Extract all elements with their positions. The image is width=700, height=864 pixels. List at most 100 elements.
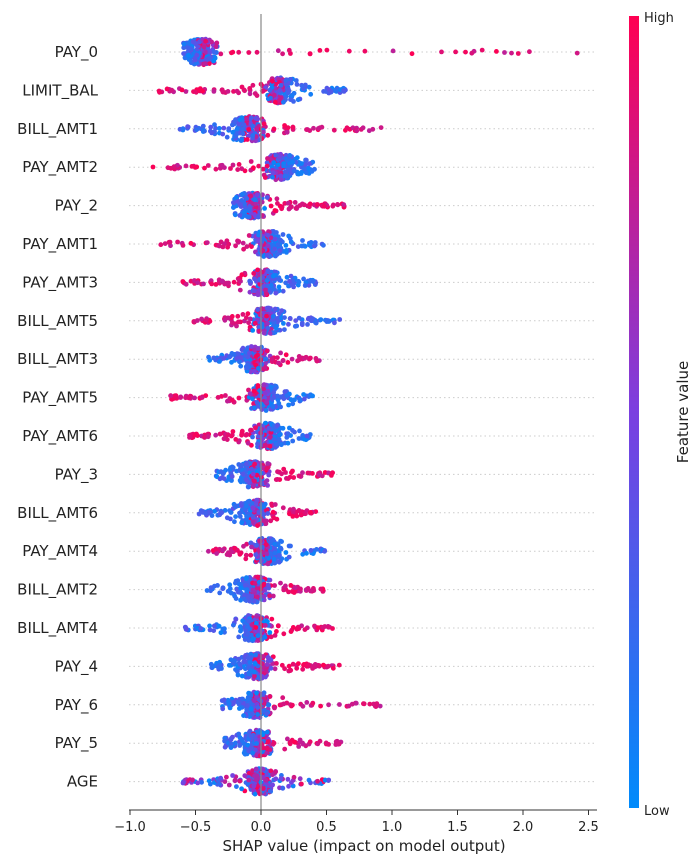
shap-point <box>294 626 300 632</box>
beeswarm-row <box>191 305 343 336</box>
shap-point <box>250 514 256 520</box>
shap-point <box>232 212 238 218</box>
shap-point <box>326 663 331 669</box>
shap-point <box>370 126 376 132</box>
shap-point <box>270 174 275 180</box>
shap-point <box>314 358 320 364</box>
shap-point <box>286 589 291 595</box>
shap-point <box>248 655 254 661</box>
shap-point <box>246 127 252 132</box>
shap-point <box>220 131 226 137</box>
shap-point <box>234 194 239 200</box>
shap-point <box>240 471 246 477</box>
shap-point <box>301 396 307 402</box>
shap-point <box>233 132 239 138</box>
shap-point <box>217 431 223 437</box>
shap-point <box>272 550 278 556</box>
shap-point <box>233 243 239 249</box>
shap-point <box>284 393 290 399</box>
shap-point <box>255 346 261 351</box>
colorbar-high-label: High <box>644 11 674 26</box>
shap-point <box>275 242 281 248</box>
shap-point <box>239 520 245 526</box>
shap-point <box>308 91 314 97</box>
shap-point <box>183 89 189 94</box>
shap-point <box>239 272 245 278</box>
shap-point <box>277 552 282 558</box>
shap-point <box>186 52 192 58</box>
shap-point <box>273 442 279 447</box>
shap-point <box>264 745 270 751</box>
shap-point <box>254 472 260 478</box>
shap-point <box>299 202 305 207</box>
beeswarm-row <box>206 536 327 567</box>
shap-point <box>251 288 257 294</box>
shap-point <box>255 574 261 580</box>
shap-point <box>275 355 280 360</box>
shap-point <box>281 701 287 707</box>
feature-label: BILL_AMT6 <box>17 504 98 523</box>
shap-point <box>248 668 254 674</box>
shap-point <box>284 274 290 280</box>
shap-point <box>266 229 271 235</box>
shap-point <box>304 127 309 132</box>
shap-point <box>264 662 270 667</box>
shap-point <box>223 393 228 398</box>
shap-point <box>291 475 297 480</box>
shap-point <box>198 626 204 631</box>
shap-point <box>208 124 214 130</box>
shap-point <box>260 166 266 172</box>
shap-point <box>253 201 258 207</box>
shap-point <box>234 88 240 94</box>
shap-point <box>254 542 259 548</box>
shap-point <box>288 273 294 279</box>
shap-point <box>263 750 269 756</box>
shap-point <box>285 736 290 742</box>
shap-point <box>315 625 321 631</box>
shap-point <box>247 206 253 212</box>
shap-point <box>290 702 295 708</box>
shap-point <box>341 202 347 208</box>
shap-point <box>303 162 308 168</box>
shap-point <box>232 546 238 551</box>
shap-point <box>194 164 200 170</box>
beeswarm-row <box>231 190 347 221</box>
shap-point <box>230 320 235 325</box>
shap-point <box>247 316 253 322</box>
shap-point <box>236 277 242 283</box>
x-tick-label: 2.5 <box>578 820 599 835</box>
shap-point <box>276 360 281 366</box>
shap-point <box>194 52 200 58</box>
shap-point <box>254 93 260 98</box>
shap-point <box>270 404 276 410</box>
shap-point <box>252 581 258 586</box>
shap-point <box>252 212 257 217</box>
shap-point <box>279 539 284 544</box>
shap-point <box>267 307 272 313</box>
x-tick-label: 0.0 <box>251 820 272 835</box>
shap-point <box>296 279 302 285</box>
shap-point <box>248 706 254 712</box>
shap-point <box>346 48 352 54</box>
shap-point <box>279 662 285 668</box>
shap-point <box>204 240 210 246</box>
shap-point <box>285 125 291 131</box>
shap-point <box>306 84 312 90</box>
shap-point <box>259 249 265 254</box>
shap-point <box>330 626 335 631</box>
shap-point <box>285 476 291 481</box>
shap-point <box>275 469 280 475</box>
feature-labels: PAY_0LIMIT_BALBILL_AMT1PAY_AMT2PAY_2PAY_… <box>17 43 98 791</box>
shap-point <box>251 636 257 642</box>
shap-point <box>259 362 265 367</box>
shap-point <box>253 652 258 658</box>
shap-point <box>287 316 293 321</box>
shap-point <box>221 697 227 703</box>
shap-point <box>218 630 224 636</box>
shap-point <box>250 328 256 333</box>
shap-point <box>280 695 286 701</box>
shap-point <box>214 40 220 46</box>
shap-point <box>303 437 309 443</box>
shap-point <box>199 316 205 322</box>
